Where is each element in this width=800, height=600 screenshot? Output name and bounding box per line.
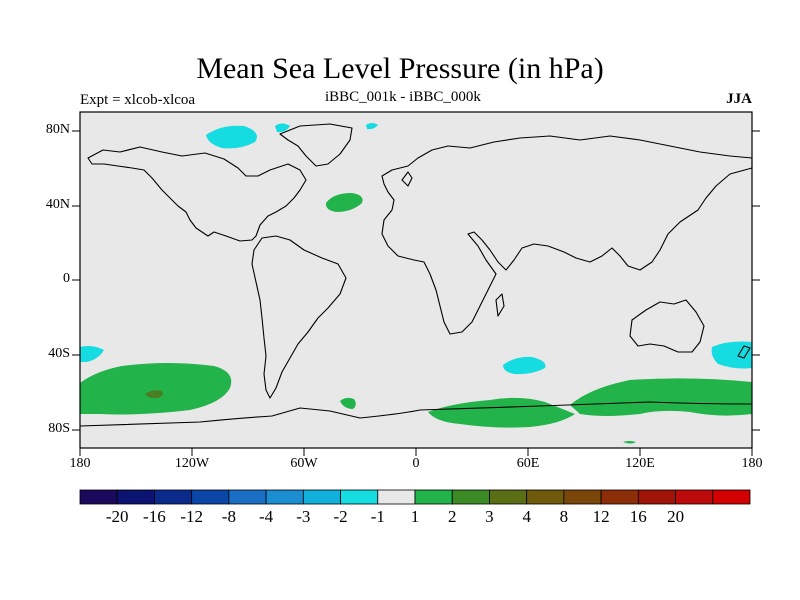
colorbar-swatch [675, 489, 714, 505]
coastline-antarctica [79, 401, 753, 427]
colorbar-label: 12 [592, 507, 610, 526]
axis-ticks [72, 130, 760, 456]
colorbar-label: 4 [522, 507, 531, 526]
positive-region-southern-ocean [428, 397, 575, 428]
colorbar-swatch [228, 489, 267, 505]
negative-region-tasman [711, 341, 752, 369]
lon-label-60e: 60E [516, 456, 540, 471]
colorbar-swatch [154, 489, 193, 505]
coastline-eurasia-africa [381, 135, 753, 335]
lon-label-60w: 60W [290, 456, 318, 471]
colorbar-swatch [712, 489, 751, 505]
positive-region-drake [340, 397, 356, 409]
colorbar [79, 489, 751, 505]
colorbar-label: -20 [105, 507, 129, 526]
colorbar-swatch [377, 489, 416, 505]
colorbar-swatch [489, 489, 528, 505]
colorbar-label: 2 [447, 507, 457, 526]
experiment-label: Expt = xlcob-xlcoa [80, 92, 196, 108]
shading-layer [80, 123, 752, 444]
lon-label-180-left: 180 [69, 456, 91, 471]
season-label: JJA [726, 91, 752, 107]
colorbar-swatch [79, 489, 118, 505]
colorbar-swatch [526, 489, 565, 505]
colorbar-label: -4 [259, 507, 274, 526]
coastline-north-america [87, 146, 307, 242]
lon-label-120w: 120W [174, 456, 210, 471]
colorbar-swatch [414, 489, 453, 505]
plot-title: Mean Sea Level Pressure (in hPa) [196, 52, 604, 85]
coastline-uk [401, 171, 413, 187]
colorbar-label: -8 [221, 507, 236, 526]
colorbar-label: -16 [143, 507, 166, 526]
colorbar-label: 16 [629, 507, 647, 526]
negative-region-arctic-svalbard [366, 123, 378, 130]
colorbar-label: -12 [180, 507, 204, 526]
colorbar-label: 3 [485, 507, 494, 526]
positive-region-north-atlantic [325, 193, 363, 212]
colorbar-swatch [302, 489, 341, 505]
lat-label-80n: 80N [45, 122, 70, 137]
negative-region-southeast-pacific [80, 346, 104, 362]
positive-medium-region [145, 390, 163, 399]
positive-region-antarctic [623, 441, 636, 444]
coastline-australia [629, 299, 705, 353]
lat-label-40s: 40S [48, 346, 70, 361]
colorbar-label: 1 [410, 507, 420, 526]
colorbar-label: -2 [333, 507, 348, 526]
negative-region-arctic-canada [206, 125, 257, 149]
coastlines [79, 123, 753, 427]
lon-label-120e: 120E [625, 456, 655, 471]
colorbar-swatch [191, 489, 230, 505]
colorbar-label: 20 [667, 507, 685, 526]
positive-region-south-indian [570, 378, 752, 416]
coastline-south-america [251, 235, 347, 399]
negative-region-south-atlantic [503, 356, 546, 375]
negative-region-arctic-greenland [275, 123, 290, 133]
colorbar-swatch [637, 489, 676, 505]
coastline-new-zealand [737, 345, 751, 359]
colorbar-label: -1 [370, 507, 385, 526]
lat-label-80s: 80S [48, 421, 70, 436]
lon-label-180-right: 180 [741, 456, 763, 471]
colorbar-swatch [340, 489, 379, 505]
colorbar-swatch [116, 489, 155, 505]
colorbar-swatch [600, 489, 639, 505]
colorbar-label: 8 [559, 507, 569, 526]
lon-label-0: 0 [412, 456, 420, 471]
colorbar-label: -3 [296, 507, 311, 526]
lat-label-0: 0 [63, 271, 70, 286]
colorbar-swatch [451, 489, 490, 505]
lat-label-40n: 40N [45, 197, 70, 212]
comparison-label: iBBC_001k - iBBC_000k [325, 89, 481, 105]
coastline-madagascar [495, 293, 505, 317]
colorbar-swatch [563, 489, 602, 505]
positive-region-south-pacific [80, 363, 232, 415]
coastline-greenland [279, 123, 353, 167]
colorbar-swatch [265, 489, 304, 505]
